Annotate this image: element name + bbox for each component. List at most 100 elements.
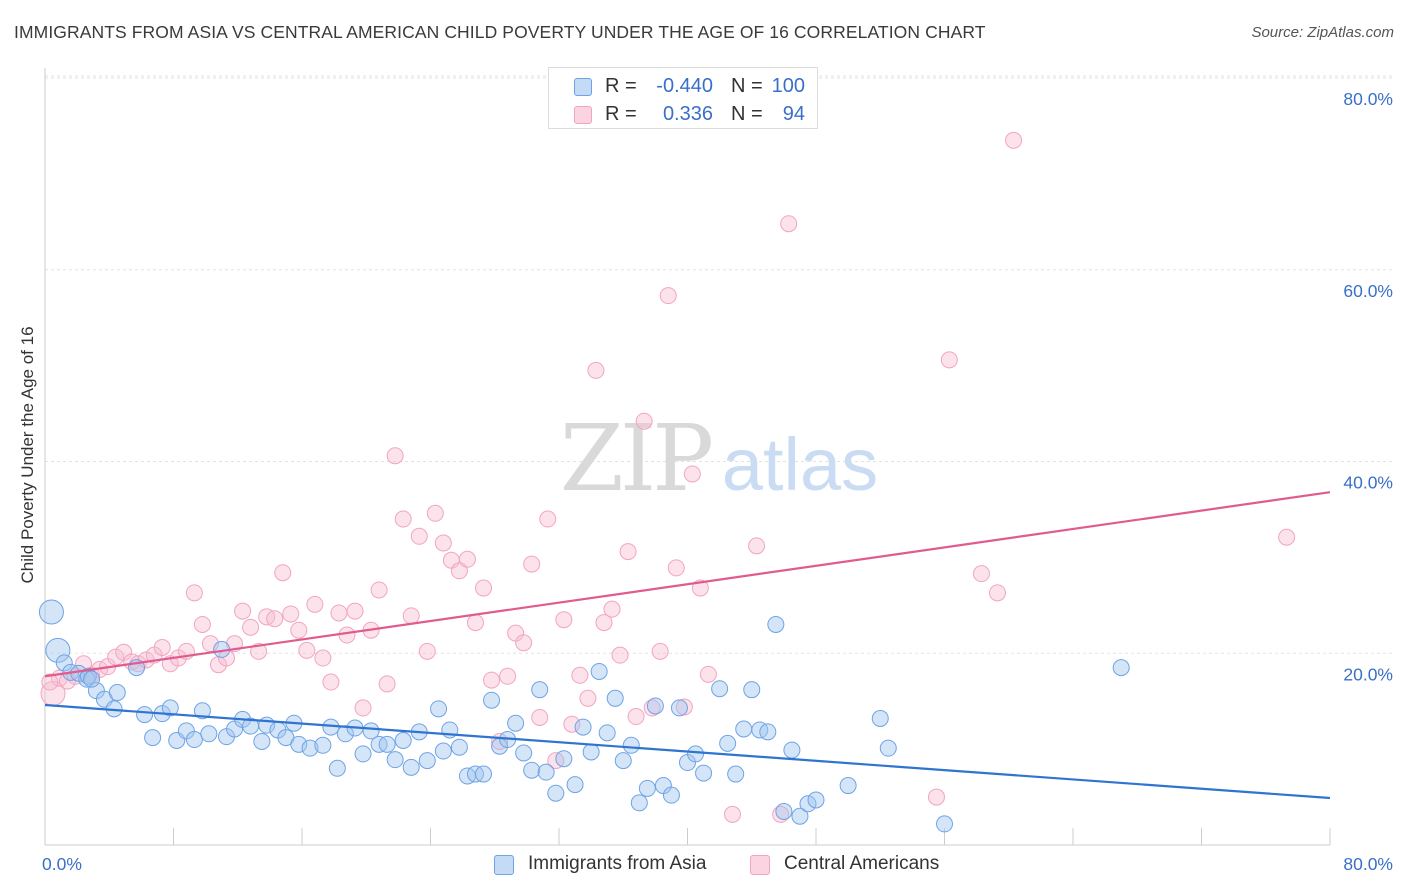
data-point <box>330 604 348 622</box>
data-point <box>394 731 412 749</box>
data-point <box>523 761 541 779</box>
data-point <box>1005 131 1023 149</box>
data-point <box>410 527 428 545</box>
data-point <box>791 807 809 825</box>
data-point <box>79 667 97 685</box>
data-point <box>362 722 380 740</box>
data-point <box>458 550 476 568</box>
data-point <box>571 666 589 684</box>
r-value: 0.336 <box>662 103 713 125</box>
data-point <box>136 706 154 724</box>
data-point <box>450 738 468 756</box>
data-point <box>651 642 669 660</box>
data-point <box>603 600 621 618</box>
data-point <box>515 634 533 652</box>
data-point <box>683 465 701 483</box>
n-value: 100 <box>771 75 805 97</box>
data-point <box>638 779 656 797</box>
data-point <box>507 714 525 732</box>
gridlines <box>45 75 1392 654</box>
data-point <box>338 626 356 644</box>
data-point <box>630 794 648 812</box>
data-point <box>322 673 340 691</box>
data-point <box>290 621 308 639</box>
data-point <box>234 602 252 620</box>
y-tick-label: 60.0% <box>1343 281 1393 301</box>
data-point <box>667 559 685 577</box>
data-point <box>627 708 645 726</box>
n-label: N = <box>731 103 763 125</box>
data-point <box>537 763 555 781</box>
data-point <box>426 504 444 522</box>
data-point <box>499 667 517 685</box>
correlation-legend: R = -0.440 N = 100 R = 0.336 N = 94 <box>548 67 818 129</box>
data-point <box>611 646 629 664</box>
data-point <box>547 784 565 802</box>
data-point <box>200 725 218 743</box>
watermark-atlas: atlas <box>722 423 878 506</box>
legend-row-central: R = 0.336 N = 94 <box>549 100 817 128</box>
data-point <box>590 662 608 680</box>
data-point <box>418 642 436 660</box>
data-point <box>879 739 897 757</box>
data-point <box>555 611 573 629</box>
data-point <box>566 776 584 794</box>
data-point <box>579 689 597 707</box>
data-point <box>743 681 761 699</box>
data-point <box>378 735 396 753</box>
data-point <box>711 680 729 698</box>
data-point <box>989 584 1007 602</box>
data-point <box>45 637 71 663</box>
data-point <box>614 752 632 770</box>
data-point <box>622 736 640 754</box>
data-point <box>799 795 817 813</box>
data-point <box>643 699 661 717</box>
data-point <box>699 665 717 683</box>
legend-swatch-central <box>750 855 770 875</box>
data-point <box>242 618 260 636</box>
data-point <box>775 802 793 820</box>
data-point <box>936 815 953 833</box>
data-point <box>450 562 468 580</box>
data-point <box>290 735 308 753</box>
data-point <box>301 739 319 757</box>
data-point <box>354 699 372 717</box>
data-point <box>555 750 573 768</box>
data-point <box>153 638 171 656</box>
data-point <box>370 581 388 599</box>
data-point <box>378 675 396 693</box>
data-point <box>539 510 557 528</box>
data-point <box>759 723 777 741</box>
data-point <box>394 510 412 528</box>
x-tick-label: 0.0% <box>42 854 82 874</box>
y-tick-label: 80.0% <box>1343 89 1393 109</box>
trend-lines <box>44 491 1331 800</box>
data-point <box>386 751 404 769</box>
data-point <box>41 673 59 691</box>
data-point <box>619 543 637 561</box>
data-point <box>83 670 101 688</box>
data-point <box>185 584 203 602</box>
data-point <box>1278 528 1296 546</box>
data-point <box>108 684 126 702</box>
source-label: Source: ZipAtlas.com <box>1251 24 1394 41</box>
data-point <box>662 786 680 804</box>
data-point <box>386 447 404 465</box>
tick-labels: 20.0% 40.0% 60.0% 80.0% 0.0% 80.0% <box>42 89 1393 874</box>
series-central-americans <box>40 131 1296 823</box>
legend-swatch-asia <box>574 78 592 96</box>
r-value: -0.440 <box>656 75 713 97</box>
legend-label-asia: Immigrants from Asia <box>528 853 707 874</box>
data-point <box>635 412 653 430</box>
data-point <box>531 681 549 699</box>
x-tick-label: 80.0% <box>1343 854 1393 874</box>
y-tick-label: 20.0% <box>1343 664 1393 684</box>
data-point <box>274 564 292 582</box>
data-point <box>659 287 677 305</box>
data-point <box>940 351 958 369</box>
data-point <box>475 765 493 783</box>
n-label: N = <box>731 75 763 97</box>
data-point <box>780 215 798 233</box>
data-point <box>723 805 741 823</box>
